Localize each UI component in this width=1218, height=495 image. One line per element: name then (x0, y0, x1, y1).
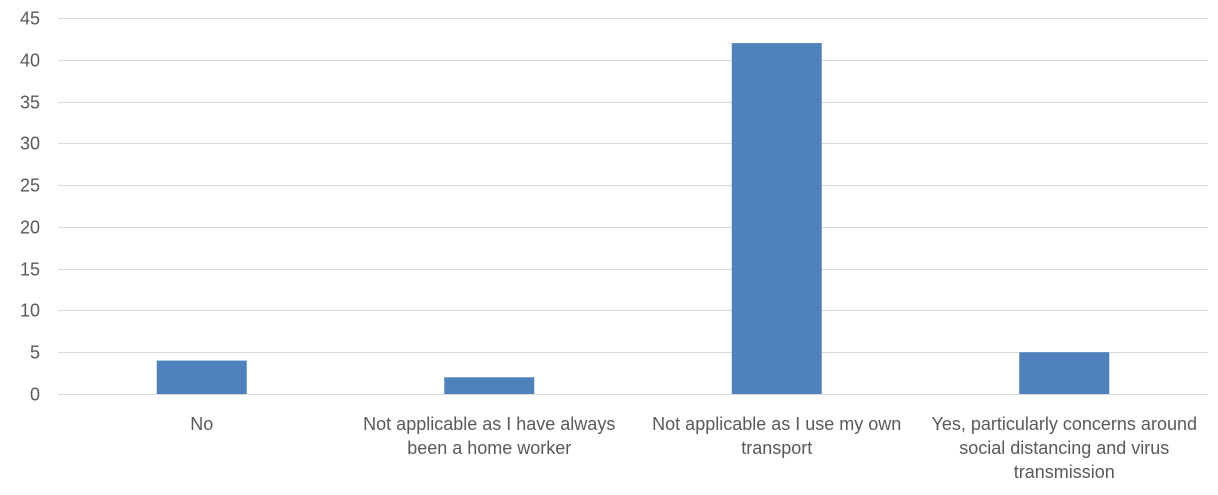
gridlines (58, 18, 1208, 395)
y-tick-label: 15 (20, 260, 40, 280)
y-axis-tick-labels: 0 5 10 15 20 25 30 35 40 45 (20, 9, 40, 405)
x-category-label: No (190, 414, 214, 434)
bar (444, 377, 535, 394)
y-tick-label: 25 (20, 176, 40, 196)
bar (156, 360, 247, 394)
y-tick-label: 30 (20, 134, 40, 154)
x-category-label: Not applicable as I have always been a h… (363, 414, 616, 458)
bar (1019, 352, 1110, 394)
x-category-label: Yes, particularly concerns around social… (931, 414, 1197, 482)
y-tick-label: 35 (20, 93, 40, 113)
x-category-label: Not applicable as I use my own transport (652, 414, 902, 458)
y-tick-label: 20 (20, 218, 40, 238)
y-tick-label: 0 (30, 385, 40, 405)
bar (731, 43, 822, 395)
y-tick-label: 40 (20, 51, 40, 71)
y-tick-label: 45 (20, 9, 40, 29)
bars (156, 43, 1110, 395)
y-tick-label: 10 (20, 301, 40, 321)
y-tick-label: 5 (30, 343, 40, 363)
